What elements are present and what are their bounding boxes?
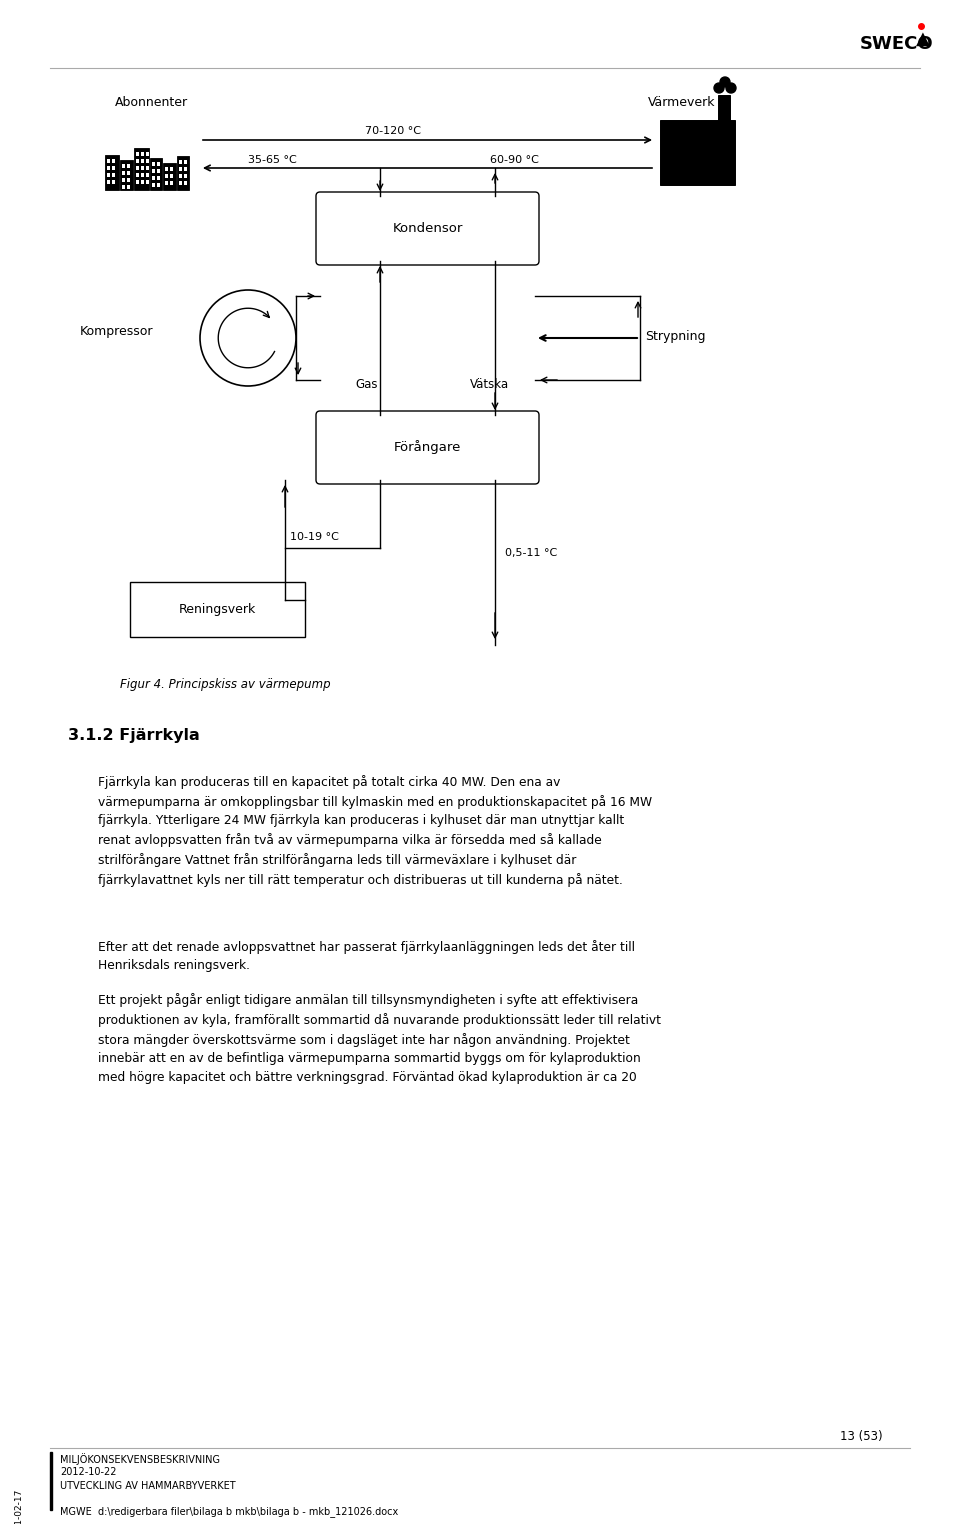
Bar: [165, 181, 168, 184]
Bar: [146, 180, 149, 184]
Text: MGWE  d:\redigerbara filer\bilaga b mkb\bilaga b - mkb_121026.docx: MGWE d:\redigerbara filer\bilaga b mkb\b…: [60, 1506, 398, 1516]
Circle shape: [726, 82, 736, 93]
Bar: [179, 174, 182, 178]
Bar: [184, 160, 187, 165]
Bar: [122, 178, 125, 181]
Bar: [112, 166, 115, 171]
Bar: [146, 152, 149, 155]
Text: Ett projekt pågår enligt tidigare anmälan till tillsynsmyndigheten i syfte att e: Ett projekt pågår enligt tidigare anmäla…: [98, 994, 661, 1084]
Text: Reningsverk: Reningsverk: [179, 604, 256, 616]
Text: SWECO: SWECO: [860, 35, 934, 53]
Text: 2012-10-22: 2012-10-22: [60, 1468, 116, 1477]
Bar: [107, 180, 110, 184]
Bar: [141, 158, 144, 163]
Bar: [112, 180, 115, 184]
Text: Värmeverk: Värmeverk: [648, 96, 715, 110]
Bar: [122, 171, 125, 175]
Bar: [165, 168, 168, 171]
Bar: [136, 166, 139, 171]
Text: 70-120 °C: 70-120 °C: [365, 126, 421, 136]
Bar: [120, 160, 133, 190]
Bar: [170, 174, 173, 178]
Bar: [122, 165, 125, 168]
Bar: [134, 148, 149, 190]
FancyBboxPatch shape: [316, 192, 539, 265]
Bar: [141, 166, 144, 171]
Text: 10-19 °C: 10-19 °C: [290, 532, 339, 543]
Bar: [152, 183, 155, 187]
Bar: [170, 168, 173, 171]
Bar: [107, 158, 110, 163]
Circle shape: [720, 78, 730, 87]
Bar: [50, 1452, 52, 1510]
Text: 13 (53): 13 (53): [840, 1430, 882, 1443]
Bar: [184, 174, 187, 178]
Bar: [157, 175, 160, 180]
Bar: [136, 152, 139, 155]
Bar: [127, 171, 130, 175]
FancyBboxPatch shape: [316, 411, 539, 485]
Text: MILJÖKONSEKVENSBESKRIVNING: MILJÖKONSEKVENSBESKRIVNING: [60, 1452, 220, 1465]
Text: ra04s 2011-02-17: ra04s 2011-02-17: [15, 1490, 24, 1524]
Bar: [141, 174, 144, 177]
Bar: [170, 181, 173, 184]
Bar: [127, 165, 130, 168]
Bar: [177, 155, 189, 190]
Bar: [141, 180, 144, 184]
Text: Figur 4. Principskiss av värmepump: Figur 4. Principskiss av värmepump: [120, 678, 330, 690]
Bar: [660, 120, 735, 184]
Bar: [141, 152, 144, 155]
Bar: [157, 162, 160, 166]
Text: Strypning: Strypning: [645, 331, 706, 343]
Bar: [136, 180, 139, 184]
Bar: [165, 174, 168, 178]
Bar: [136, 158, 139, 163]
Text: 35-65 °C: 35-65 °C: [248, 155, 297, 165]
Bar: [107, 166, 110, 171]
Text: Gas: Gas: [355, 378, 377, 392]
Bar: [184, 168, 187, 171]
Bar: [127, 178, 130, 181]
Bar: [718, 94, 730, 125]
Bar: [157, 183, 160, 187]
Bar: [146, 158, 149, 163]
Bar: [112, 174, 115, 177]
Text: 3.1.2 Fjärrkyla: 3.1.2 Fjärrkyla: [68, 728, 200, 744]
Text: 60-90 °C: 60-90 °C: [490, 155, 539, 165]
Bar: [152, 175, 155, 180]
Text: Vätska: Vätska: [470, 378, 509, 392]
Text: 0,5-11 °C: 0,5-11 °C: [505, 549, 557, 558]
Bar: [146, 166, 149, 171]
Bar: [136, 174, 139, 177]
Bar: [179, 168, 182, 171]
Bar: [152, 162, 155, 166]
Bar: [107, 174, 110, 177]
Bar: [163, 163, 176, 190]
Bar: [152, 169, 155, 174]
Bar: [127, 184, 130, 189]
Bar: [179, 181, 182, 184]
Text: Kondensor: Kondensor: [393, 223, 463, 235]
Bar: [150, 158, 162, 190]
Text: Kompressor: Kompressor: [80, 326, 154, 338]
Text: Fjärrkyla kan produceras till en kapacitet på totalt cirka 40 MW. Den ena av
vär: Fjärrkyla kan produceras till en kapacit…: [98, 776, 652, 887]
Text: ▲: ▲: [916, 30, 930, 47]
Text: Abonnenter: Abonnenter: [115, 96, 188, 110]
Bar: [112, 158, 115, 163]
Bar: [179, 160, 182, 165]
Circle shape: [714, 82, 724, 93]
Bar: [105, 155, 119, 190]
Bar: [157, 169, 160, 174]
Text: Efter att det renade avloppsvattnet har passerat fjärrkylaanläggningen leds det : Efter att det renade avloppsvattnet har …: [98, 940, 635, 972]
Bar: [184, 181, 187, 184]
Bar: [130, 582, 305, 637]
Bar: [122, 184, 125, 189]
Text: UTVECKLING AV HAMMARBYVERKET: UTVECKLING AV HAMMARBYVERKET: [60, 1481, 235, 1490]
Bar: [146, 174, 149, 177]
Text: Förångare: Förångare: [394, 440, 461, 454]
